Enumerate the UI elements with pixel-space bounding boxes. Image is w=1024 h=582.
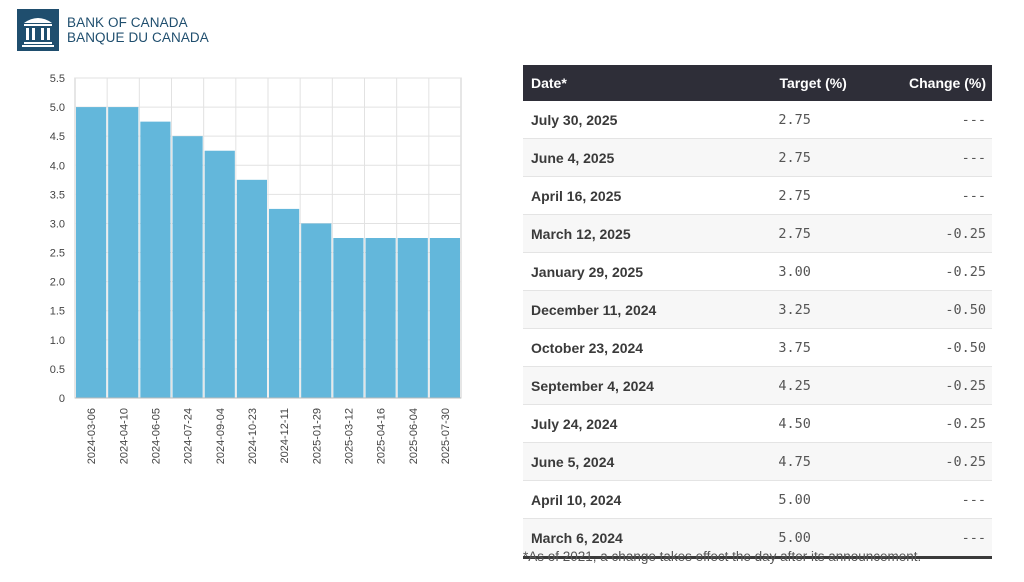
table-row: December 11, 2024 3.25 -0.50	[523, 291, 992, 329]
bar	[333, 238, 363, 398]
y-tick-label: 4.0	[50, 160, 65, 172]
x-tick-label: 2024-03-06	[86, 408, 98, 464]
bank-wordmark: BANK OF CANADA BANQUE DU CANADA	[67, 15, 209, 45]
y-tick-label: 3.5	[50, 189, 65, 201]
table-row: September 4, 2024 4.25 -0.25	[523, 367, 992, 405]
row-target: 3.75	[728, 329, 852, 367]
bank-name-english: BANK OF CANADA	[67, 15, 209, 30]
bar	[430, 238, 460, 398]
table-row: October 23, 2024 3.75 -0.50	[523, 329, 992, 367]
row-date: June 5, 2024	[523, 443, 728, 481]
row-change: ---	[853, 139, 992, 177]
y-tick-label: 3.0	[50, 218, 65, 230]
bank-building-icon	[17, 9, 59, 51]
row-date: March 12, 2025	[523, 215, 728, 253]
x-tick-label: 2024-07-24	[183, 408, 195, 464]
x-tick-label: 2025-01-29	[311, 408, 323, 464]
row-target: 2.75	[728, 139, 852, 177]
row-target: 4.50	[728, 405, 852, 443]
row-change: -0.25	[853, 405, 992, 443]
row-change: -0.25	[853, 215, 992, 253]
rate-table: Date* Target (%) Change (%) July 30, 202…	[523, 65, 992, 559]
bar	[301, 223, 331, 398]
row-target: 4.25	[728, 367, 852, 405]
bar	[237, 180, 267, 398]
header-target: Target (%)	[728, 65, 852, 101]
row-target: 5.00	[728, 481, 852, 519]
row-change: ---	[853, 101, 992, 139]
row-target: 3.25	[728, 291, 852, 329]
y-tick-label: 1.5	[50, 306, 65, 318]
row-date: July 30, 2025	[523, 101, 728, 139]
row-date: April 10, 2024	[523, 481, 728, 519]
bar	[205, 151, 235, 398]
x-tick-label: 2025-07-30	[440, 408, 452, 464]
bank-name-french: BANQUE DU CANADA	[67, 30, 209, 45]
table-row: April 16, 2025 2.75 ---	[523, 177, 992, 215]
table-row: January 29, 2025 3.00 -0.25	[523, 253, 992, 291]
row-change: -0.25	[853, 443, 992, 481]
table-header-row: Date* Target (%) Change (%)	[523, 65, 992, 101]
y-tick-label: 1.0	[50, 335, 65, 347]
table-footnote: *As of 2021, a change takes effect the d…	[523, 549, 921, 564]
x-tick-label: 2025-03-12	[343, 408, 355, 464]
row-target: 4.75	[728, 443, 852, 481]
row-target: 2.75	[728, 177, 852, 215]
y-tick-label: 2.5	[50, 248, 65, 260]
bar	[108, 107, 138, 398]
y-tick-label: 5.5	[50, 73, 65, 85]
x-tick-label: 2024-10-23	[247, 408, 259, 464]
y-tick-label: 5.0	[50, 102, 65, 114]
table-row: July 30, 2025 2.75 ---	[523, 101, 992, 139]
x-tick-label: 2025-04-16	[376, 408, 388, 464]
rate-bar-chart: 0 0.5 1.0 1.5 2.0 2.5 3.0 3.5 4.0 4.5 5.0 5.5 2024-0…	[0, 60, 480, 485]
x-tick-label: 2024-12-11	[279, 408, 291, 463]
bar	[173, 136, 203, 398]
header-date: Date*	[523, 65, 728, 101]
bar	[366, 238, 396, 398]
bar	[398, 238, 428, 398]
bar	[140, 122, 170, 398]
row-date: January 29, 2025	[523, 253, 728, 291]
bar	[269, 209, 299, 398]
row-change: -0.25	[853, 253, 992, 291]
row-change: -0.50	[853, 329, 992, 367]
row-change: -0.25	[853, 367, 992, 405]
x-tick-label: 2024-06-05	[150, 408, 162, 464]
y-tick-label: 0	[59, 393, 65, 405]
table-row: July 24, 2024 4.50 -0.25	[523, 405, 992, 443]
row-date: July 24, 2024	[523, 405, 728, 443]
bar	[76, 107, 106, 398]
x-tick-label: 2024-04-10	[118, 408, 130, 464]
row-date: June 4, 2025	[523, 139, 728, 177]
row-date: April 16, 2025	[523, 177, 728, 215]
row-date: December 11, 2024	[523, 291, 728, 329]
row-change: -0.50	[853, 291, 992, 329]
table-row: March 12, 2025 2.75 -0.25	[523, 215, 992, 253]
row-change: ---	[853, 481, 992, 519]
table-row: June 5, 2024 4.75 -0.25	[523, 443, 992, 481]
row-date: September 4, 2024	[523, 367, 728, 405]
row-target: 2.75	[728, 101, 852, 139]
rate-table-container: Date* Target (%) Change (%) July 30, 202…	[523, 65, 992, 559]
row-change: ---	[853, 177, 992, 215]
x-tick-label: 2024-09-04	[215, 408, 227, 464]
x-tick-label: 2025-06-04	[408, 408, 420, 464]
table-row: June 4, 2025 2.75 ---	[523, 139, 992, 177]
row-date: October 23, 2024	[523, 329, 728, 367]
y-tick-label: 4.5	[50, 131, 65, 143]
chart-svg: 0 0.5 1.0 1.5 2.0 2.5 3.0 3.5 4.0 4.5 5.0 5.5 2024-0…	[0, 60, 480, 480]
row-target: 2.75	[728, 215, 852, 253]
header-change: Change (%)	[853, 65, 992, 101]
row-target: 3.00	[728, 253, 852, 291]
y-tick-label: 0.5	[50, 364, 65, 376]
bank-logo: BANK OF CANADA BANQUE DU CANADA	[17, 9, 209, 51]
y-tick-label: 2.0	[50, 277, 65, 289]
table-row: April 10, 2024 5.00 ---	[523, 481, 992, 519]
